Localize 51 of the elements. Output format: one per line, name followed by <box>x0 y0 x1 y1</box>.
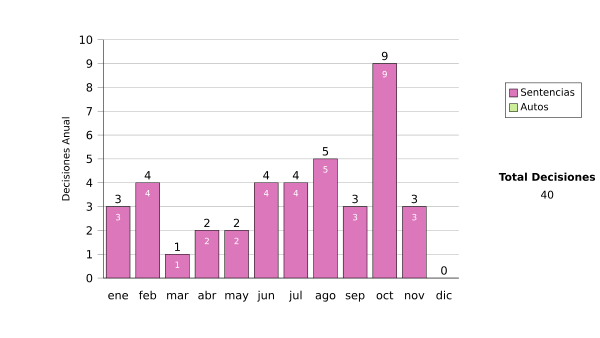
x-tick-label: feb <box>138 290 156 300</box>
legend-label: Autos <box>520 103 548 111</box>
data-label: 4 <box>294 190 298 197</box>
x-tick-label: nov <box>405 293 424 300</box>
total-label: 4 <box>292 171 299 180</box>
x-tick-label: ene <box>108 293 128 300</box>
x-tick-label: dic <box>436 290 452 300</box>
x-tick-label: ago <box>316 293 336 302</box>
y-tick-label: 5 <box>86 154 92 164</box>
y-tick-label: 8 <box>86 83 92 92</box>
y-tick-label: 4 <box>86 178 92 188</box>
y-tick-label: 3 <box>86 202 92 211</box>
data-label: 3 <box>412 214 416 221</box>
x-tick-label: oct <box>376 292 394 300</box>
x-tick-label: jun <box>257 290 274 302</box>
data-label: 2 <box>204 238 209 244</box>
total-label: 3 <box>115 194 121 204</box>
y-tick-label: 7 <box>86 107 92 116</box>
data-label: 9 <box>382 71 387 78</box>
data-label: 2 <box>234 238 238 244</box>
text: 40 <box>540 190 554 199</box>
x-tick-label: may <box>225 293 249 302</box>
x-tick-label: jul <box>288 290 302 302</box>
total-label: 9 <box>382 52 388 60</box>
data-label: 1 <box>176 262 180 268</box>
y-tick-label: 1 <box>87 250 92 259</box>
data-label: 4 <box>264 190 268 197</box>
legend-label: Sentencias <box>521 88 574 96</box>
y-tick-label: 10 <box>80 36 92 44</box>
y-axis-title: Decisiones Anual <box>62 118 70 201</box>
y-tick-label: 9 <box>86 59 92 68</box>
x-tick-label: mar <box>167 293 189 300</box>
data-label: 5 <box>323 166 328 173</box>
total-label: 4 <box>144 171 151 180</box>
x-tick-label: sep <box>346 293 364 302</box>
total-label: 4 <box>263 171 270 180</box>
y-tick-label: 6 <box>86 130 92 140</box>
total-label: 0 <box>441 266 447 275</box>
y-tick-label: 2 <box>86 226 92 235</box>
data-label: 3 <box>116 214 120 221</box>
total-label: 2 <box>234 218 240 228</box>
total-label: 2 <box>204 218 210 228</box>
total-label: 1 <box>175 242 180 252</box>
total-label: 5 <box>322 147 328 156</box>
text: Total Decisiones <box>498 172 596 182</box>
x-tick-label: abr <box>198 290 216 300</box>
data-label: 3 <box>353 214 358 221</box>
total-label: 3 <box>412 194 418 204</box>
total-label: 3 <box>352 194 358 204</box>
data-label: 4 <box>145 190 150 197</box>
y-tick-label: 0 <box>86 274 92 283</box>
